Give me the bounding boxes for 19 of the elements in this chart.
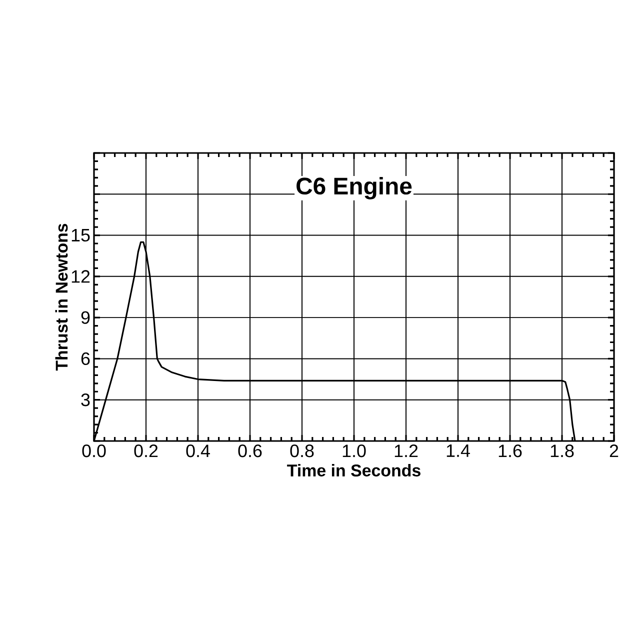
- x-tick-label: 0.0: [82, 444, 106, 458]
- x-tick-label: 0.6: [238, 444, 262, 458]
- x-tick-label: 0.4: [186, 444, 210, 458]
- x-tick-label: 1.8: [550, 444, 574, 458]
- y-tick-label: 15: [72, 229, 90, 242]
- x-tick-label: 1.2: [394, 444, 418, 458]
- y-tick-label: 9: [81, 311, 90, 324]
- x-tick-label: 2: [610, 444, 618, 458]
- x-tick-label: 1.6: [498, 444, 522, 458]
- x-tick-label: 1.0: [342, 444, 366, 458]
- y-axis-title: Thrust in Newtons: [55, 224, 68, 371]
- x-axis-title: Time in Seconds: [287, 464, 420, 476]
- x-tick-label: 1.4: [446, 444, 470, 457]
- x-tick-label: 0.8: [290, 444, 314, 458]
- x-tick-label: 0.2: [134, 444, 158, 458]
- y-tick-label: 12: [72, 270, 90, 283]
- text: C6 Engine: [296, 176, 412, 200]
- y-tick-label: 6: [81, 352, 90, 366]
- y-tick-label: 3: [81, 393, 90, 406]
